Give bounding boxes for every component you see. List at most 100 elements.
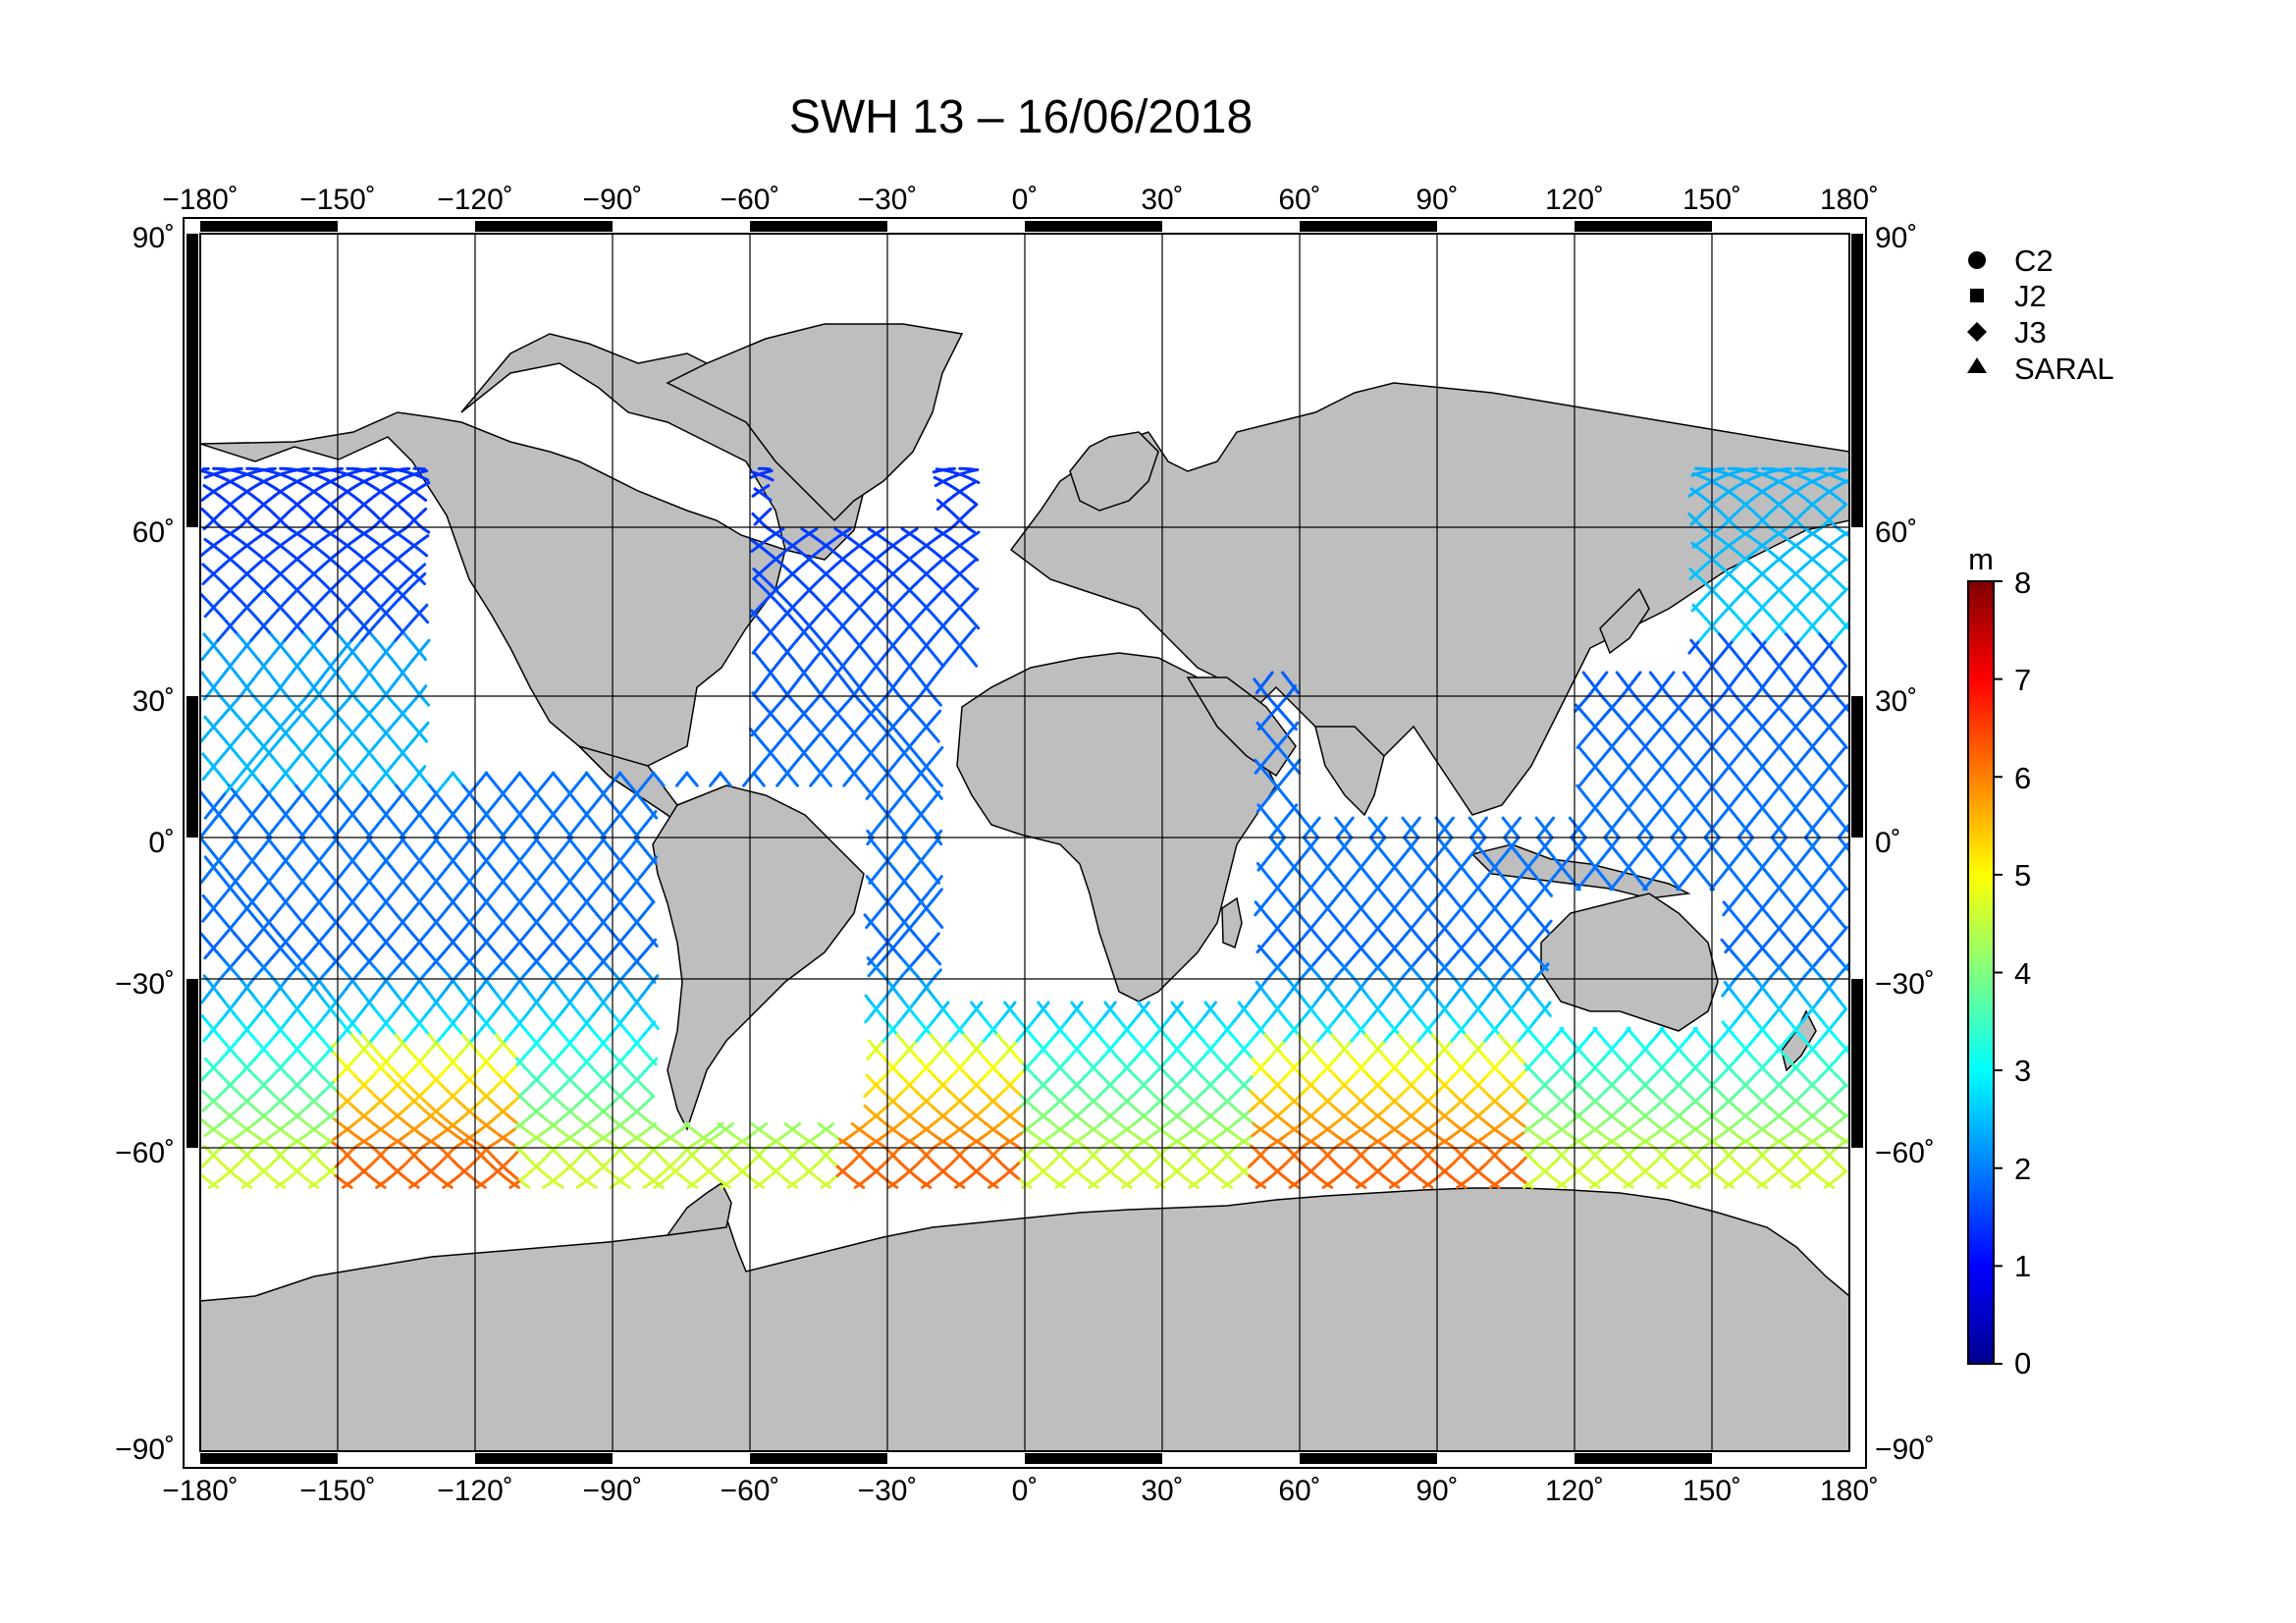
track-segment: [1224, 1182, 1234, 1189]
scandinavia: [1069, 431, 1159, 512]
track-segment: [421, 721, 430, 731]
track-segment: [934, 919, 944, 930]
frame-bar-top: [1575, 221, 1712, 232]
track-segment: [932, 733, 940, 743]
track-segment: [1812, 836, 1822, 846]
track-segment: [1310, 836, 1320, 846]
track-segment: [1578, 836, 1587, 846]
frame-bar-left: [187, 696, 198, 838]
north-america: [200, 411, 786, 817]
track-segment: [1626, 1182, 1634, 1189]
track-segment: [1679, 836, 1687, 846]
track-segment: [297, 836, 306, 846]
track-segment: [910, 527, 919, 534]
track-segment: [934, 968, 942, 978]
track-segment: [589, 1182, 598, 1189]
track-segment: [843, 527, 852, 534]
track-segment: [418, 765, 427, 775]
track-segment: [1124, 1182, 1133, 1189]
track-segment: [264, 836, 273, 846]
track-segment: [810, 527, 819, 534]
track-segment: [967, 527, 977, 534]
track-segment: [969, 658, 979, 668]
frame-bar-top: [1025, 221, 1162, 232]
track-segment: [934, 888, 943, 897]
track-segment: [722, 1182, 732, 1189]
track-segment: [1544, 919, 1553, 930]
track-segment: [1257, 1182, 1267, 1189]
track-segment: [823, 1182, 832, 1189]
arabia: [1186, 676, 1297, 778]
track-segment: [792, 1121, 802, 1130]
track-segment: [1024, 1182, 1033, 1189]
track-segment: [1745, 836, 1755, 846]
track-segment: [1344, 836, 1354, 846]
track-segment: [890, 1182, 899, 1189]
track-segment: [971, 621, 981, 630]
track-segment: [827, 1121, 835, 1130]
track-segment: [932, 932, 940, 942]
indonesia: [1470, 843, 1691, 899]
track-segment: [419, 684, 428, 695]
frame-bar-bottom: [1025, 1453, 1162, 1464]
track-segment: [422, 638, 431, 649]
track-segment: [933, 709, 942, 719]
satellite-tracks: [200, 466, 1849, 1189]
track-segment: [972, 478, 981, 485]
track-segment: [398, 836, 406, 846]
frame-bars: [187, 221, 1863, 1464]
track-segment: [1779, 836, 1789, 846]
track-segment: [1839, 1007, 1847, 1017]
track-segment: [968, 558, 978, 567]
track-segment: [1289, 803, 1299, 813]
australia: [1540, 893, 1719, 1032]
madagascar: [1221, 896, 1243, 949]
track-segment: [1459, 1182, 1468, 1189]
track-segment: [957, 1182, 966, 1189]
track-segment: [1293, 758, 1302, 769]
track-segment: [656, 1182, 665, 1189]
track-segment: [1057, 1182, 1066, 1189]
track-segment: [764, 507, 773, 515]
track-segment: [1492, 1182, 1501, 1189]
track-segment: [1277, 836, 1287, 846]
track-segment: [1838, 582, 1846, 591]
track-segment: [971, 467, 980, 473]
africa: [956, 652, 1277, 1002]
frame-bar-top: [475, 221, 613, 232]
track-segment: [725, 1121, 735, 1130]
japan: [1599, 587, 1650, 655]
track-segment: [1478, 836, 1487, 846]
track-segment: [934, 778, 943, 787]
frame-bar-bottom: [1300, 1453, 1437, 1464]
track-segment: [1512, 836, 1521, 846]
track-segment: [789, 1182, 799, 1189]
track-segment: [689, 1182, 698, 1189]
track-segment: [1559, 1182, 1568, 1189]
track-segment: [759, 1121, 769, 1130]
track-segment: [934, 697, 942, 707]
frame-bar-top: [1300, 221, 1437, 232]
track-segment: [967, 626, 977, 636]
track-segment: [622, 1182, 631, 1189]
track-segment: [935, 658, 945, 668]
track-segment: [967, 481, 977, 488]
track-segment: [1425, 1182, 1434, 1189]
track-segment: [364, 836, 373, 846]
track-segment: [420, 603, 429, 613]
frame-bar-bottom: [475, 1453, 613, 1464]
track-segment: [776, 527, 785, 534]
track-segment: [762, 484, 771, 491]
track-segment: [331, 836, 340, 846]
track-segment: [1324, 1182, 1334, 1189]
frame-bar-right: [1851, 979, 1863, 1148]
track-segment: [1838, 888, 1846, 897]
frame-bar-bottom: [1575, 1453, 1712, 1464]
track-segment: [756, 1182, 766, 1189]
track-segment: [877, 527, 885, 534]
frame-bar-top: [200, 221, 338, 232]
track-segment: [1291, 1182, 1301, 1189]
track-segment: [1392, 1182, 1401, 1189]
track-segment: [1359, 1182, 1367, 1189]
